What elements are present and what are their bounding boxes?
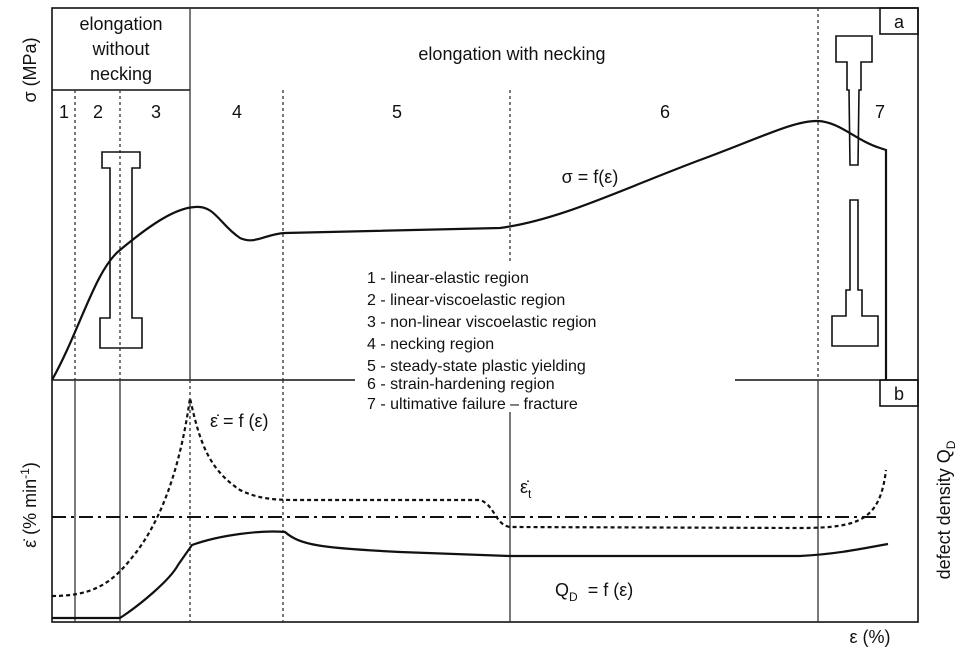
region-number: 3 [151, 102, 161, 122]
defect-curve [52, 530, 889, 620]
region-number: 6 [660, 102, 670, 122]
header-text: elongation [79, 14, 162, 34]
specimen [99, 151, 143, 349]
panel-label: b [894, 384, 904, 404]
legend: 1 - linear-elastic region 2 - linear-vis… [367, 270, 596, 413]
label-box [879, 7, 919, 35]
legend-item: 3 - non-linear viscoelastic region [367, 314, 596, 331]
region-number: 4 [232, 102, 242, 122]
legend-item: 5 - steady-state plastic yielding [367, 358, 586, 375]
right-axis-label: defect density QD [934, 440, 958, 579]
region-number: 7 [875, 102, 885, 122]
legend-item: 4 - necking region [367, 336, 494, 353]
specimen-fractured [835, 35, 873, 166]
text-part: ε̇ (% min [20, 479, 40, 548]
region-number: 2 [93, 102, 103, 122]
header-text: necking [90, 64, 152, 84]
y-axis-label: σ (MPa) [20, 37, 40, 102]
legend-item: 1 - linear-elastic region [367, 270, 529, 287]
rate-curve [51, 397, 888, 598]
curve-label: σ = f(ε) [562, 167, 619, 187]
text-part: D [944, 440, 958, 449]
curve-label: ε̇ = f (ε) [210, 411, 269, 431]
panel-label: a [894, 12, 905, 32]
legend-bg [355, 262, 735, 412]
label-box [879, 379, 919, 407]
legend-item: 6 - strain-hardening region [367, 376, 555, 393]
region-lines-b [74, 380, 819, 622]
region-number: 5 [392, 102, 402, 122]
region-number: 1 [59, 102, 69, 122]
text-part: t [528, 487, 532, 501]
curve-label: QD = f (ε) [555, 580, 633, 604]
legend-item: 2 - linear-viscoelastic region [367, 292, 565, 309]
text-part: ) [20, 462, 40, 468]
text-part: D [569, 590, 578, 604]
legend-item: 7 - ultimative failure – fracture [367, 396, 578, 413]
text-part: Q [555, 580, 569, 600]
specimen-fractured [831, 199, 879, 347]
text-part: = f (ε) [578, 580, 634, 600]
text-part: defect density Q [934, 449, 954, 579]
stress-curve [51, 119, 888, 381]
x-axis-label: ε (%) [849, 627, 890, 647]
curve-label: ε̇t [520, 477, 532, 501]
frame [51, 7, 919, 623]
text-part: ε̇ [520, 477, 529, 497]
header-text: elongation with necking [418, 44, 605, 64]
text-part: -1 [18, 468, 32, 479]
header-text: without [91, 39, 149, 59]
y-axis-label: ε̇ (% min-1) [18, 462, 40, 548]
